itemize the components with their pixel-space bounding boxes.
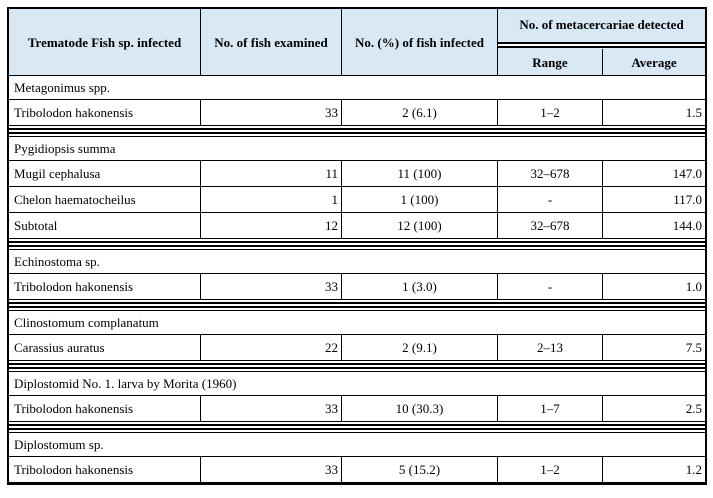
trematode-group-row: Echinostoma sp. <box>9 250 705 274</box>
section-divider <box>9 126 705 136</box>
cell-range: 1–2 <box>498 100 603 125</box>
cell-fish-examined: 11 <box>201 161 342 186</box>
table-row: Chelon haematocheilus 1 1 (100) - 117.0 <box>9 186 705 212</box>
cell-range: 32–678 <box>498 161 603 186</box>
double-line <box>9 241 705 247</box>
section-pygidiopsis: Pygidiopsis summa Mugil cephalusa 11 11 … <box>9 136 705 239</box>
section-metagonimus: Metagonimus spp. Tribolodon hakonensis 3… <box>9 76 705 126</box>
cell-fish-examined: 33 <box>201 396 342 421</box>
trematode-infection-table: Trematode Fish sp. infected No. of fish … <box>7 7 707 485</box>
cell-fish-infected: 11 (100) <box>342 161 498 186</box>
section-echinostoma: Echinostoma sp. Tribolodon hakonensis 33… <box>9 249 705 300</box>
table-row: Carassius auratus 22 2 (9.1) 2–13 7.5 <box>9 335 705 360</box>
section-divider <box>9 422 705 432</box>
cell-fish-infected: 12 (100) <box>342 213 498 238</box>
header-range: Range <box>498 49 603 75</box>
table-row: Tribolodon hakonensis 33 10 (30.3) 1–7 2… <box>9 396 705 421</box>
trematode-group-row: Pygidiopsis summa <box>9 137 705 161</box>
cell-average: 1.0 <box>685 279 702 294</box>
cell-fish-infected: 1 (3.0) <box>342 274 498 299</box>
section-divider <box>9 361 705 371</box>
cell-fish-species: Mugil cephalusa <box>9 161 201 186</box>
cell-average: 7.5 <box>685 340 702 355</box>
header-no-of-fish-examined: No. of fish examined <box>201 9 342 75</box>
table-row: Tribolodon hakonensis 33 1 (3.0) - 1.0 <box>9 274 705 299</box>
cell-range: 1–2 <box>498 457 603 482</box>
cell-average: 144.0 <box>672 218 702 233</box>
cell-fish-species: Tribolodon hakonensis <box>9 457 201 482</box>
header-trematode-fish-sp-infected: Trematode Fish sp. infected <box>9 9 201 75</box>
cell-fish-examined: 33 <box>201 457 342 482</box>
cell-average: 2.5 <box>685 401 702 416</box>
cell-range: - <box>498 187 603 212</box>
header-no-pct-of-fish-infected: No. (%) of fish infected <box>342 9 498 75</box>
cell-fish-species: Chelon haematocheilus <box>9 187 201 212</box>
cell-fish-examined: 33 <box>201 100 342 125</box>
cell-fish-infected: 10 (30.3) <box>342 396 498 421</box>
cell-range: 32–678 <box>498 213 603 238</box>
cell-fish-examined: 12 <box>201 213 342 238</box>
cell-fish-species: Carassius auratus <box>9 335 201 360</box>
table-row: Tribolodon hakonensis 33 2 (6.1) 1–2 1.5 <box>9 100 705 125</box>
cell-fish-infected: 2 (9.1) <box>342 335 498 360</box>
section-divider <box>9 300 705 310</box>
table-header-row: Trematode Fish sp. infected No. of fish … <box>9 9 705 76</box>
header-no-of-metacercariae-detected: No. of metacercariae detected <box>519 17 684 32</box>
section-diplostomum: Diplostomum sp. Tribolodon hakonensis 33… <box>9 432 705 483</box>
cell-fish-species: Tribolodon hakonensis <box>9 100 201 125</box>
cell-range: 1–7 <box>498 396 603 421</box>
double-line <box>9 424 705 430</box>
cell-average: 1.2 <box>685 462 702 477</box>
cell-range: 2–13 <box>498 335 603 360</box>
header-metacercariae-group: No. of metacercariae detected Range Aver… <box>498 9 705 75</box>
cell-fish-infected: 2 (6.1) <box>342 100 498 125</box>
cell-average: 1.5 <box>685 105 702 120</box>
trematode-group-row: Diplostomum sp. <box>9 433 705 457</box>
header-average: Average <box>631 54 677 70</box>
table-row: Mugil cephalusa 11 11 (100) 32–678 147.0 <box>9 161 705 186</box>
double-line <box>9 302 705 308</box>
cell-average: 147.0 <box>672 166 702 181</box>
cell-fish-infected: 1 (100) <box>342 187 498 212</box>
cell-fish-species: Tribolodon hakonensis <box>9 396 201 421</box>
trematode-group-row: Clinostomum complanatum <box>9 311 705 335</box>
table-row: Tribolodon hakonensis 33 5 (15.2) 1–2 1.… <box>9 457 705 482</box>
cell-fish-examined: 33 <box>201 274 342 299</box>
double-line <box>498 42 705 48</box>
trematode-group-row: Metagonimus spp. <box>9 76 705 100</box>
table-row-subtotal: Subtotal 12 12 (100) 32–678 144.0 <box>9 212 705 238</box>
section-divider <box>9 239 705 249</box>
header-subrow: Range Average <box>498 49 705 75</box>
header-double-rule <box>498 41 705 49</box>
cell-average: 117.0 <box>673 192 702 207</box>
double-line <box>9 128 705 134</box>
cell-range: - <box>498 274 603 299</box>
double-line <box>9 363 705 369</box>
trematode-group-row: Diplostomid No. 1. larva by Morita (1960… <box>9 372 705 396</box>
cell-fish-examined: 22 <box>201 335 342 360</box>
cell-fish-species: Tribolodon hakonensis <box>9 274 201 299</box>
section-diplostomid-no1: Diplostomid No. 1. larva by Morita (1960… <box>9 371 705 422</box>
cell-fish-examined: 1 <box>201 187 342 212</box>
cell-fish-species: Subtotal <box>9 213 201 238</box>
section-clinostomum: Clinostomum complanatum Carassius auratu… <box>9 310 705 361</box>
cell-fish-infected: 5 (15.2) <box>342 457 498 482</box>
